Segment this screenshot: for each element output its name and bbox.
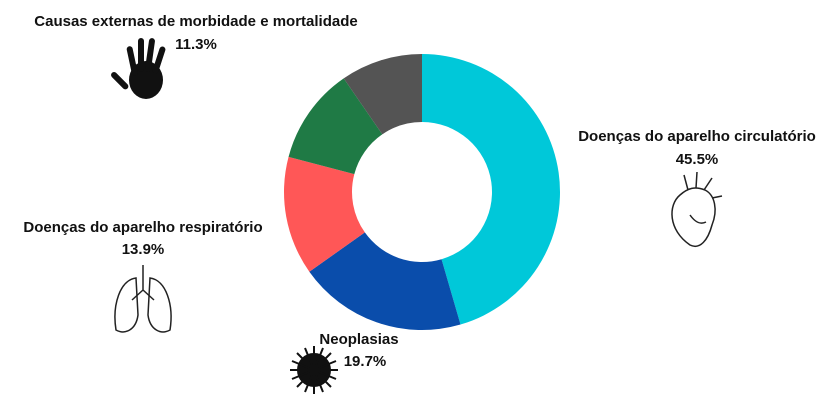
value-label: 11.3% — [175, 36, 217, 53]
slice-label: Doenças do aparelho respiratório — [23, 219, 262, 236]
hand-icon — [110, 38, 166, 99]
slice-label: Neoplasias — [319, 331, 398, 348]
slice-label: Doenças do aparelho circulatório — [578, 128, 816, 145]
value-label: 19.7% — [344, 353, 387, 370]
lungs-icon — [115, 265, 171, 332]
chart: Doenças do aparelho circulatório 45.5% Neo… — [0, 0, 835, 401]
slice-label: Causas externas de morbidade e mortalida… — [34, 13, 357, 30]
heart-icon — [672, 172, 722, 246]
virus-icon — [290, 346, 338, 394]
value-label: 45.5% — [676, 151, 719, 168]
value-label: 13.9% — [122, 241, 165, 258]
